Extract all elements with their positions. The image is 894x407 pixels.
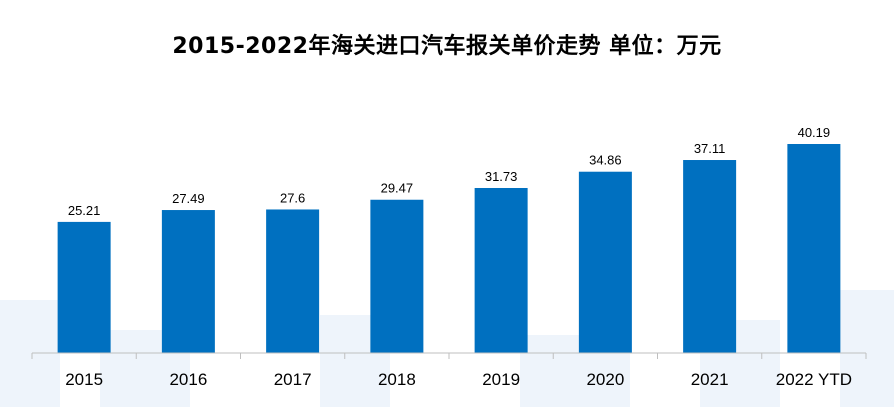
bar: [787, 144, 841, 353]
chart-title: 2015-2022年海关进口汽车报关单价走势 单位：万元: [172, 34, 722, 59]
bar: [57, 221, 111, 353]
x-axis-label: 2015: [65, 370, 103, 389]
bar-value-label: 34.86: [589, 153, 622, 168]
x-axis-label: 2019: [482, 370, 520, 389]
bar-value-label: 37.11: [694, 141, 726, 156]
bar: [266, 209, 320, 353]
x-axis-label: 2020: [586, 370, 624, 389]
bars-group: [57, 144, 841, 353]
x-axis-label: 2017: [274, 370, 312, 389]
x-axis-label: 2021: [691, 370, 729, 389]
bar: [683, 160, 737, 353]
x-axis-ticks: [31, 353, 867, 359]
x-axis-label: 2022 YTD: [776, 370, 852, 389]
background-decoration: [0, 290, 894, 407]
x-axis-label: 2016: [169, 370, 207, 389]
bar: [370, 199, 424, 353]
x-axis-label: 2018: [378, 370, 416, 389]
bar-value-label: 40.19: [798, 125, 831, 140]
value-labels-group: 25.21 27.49 27.6 29.47 31.73 34.86 37.11 40.19: [68, 125, 830, 218]
bar-value-label: 27.49: [172, 191, 205, 206]
bar-value-label: 29.47: [381, 181, 414, 196]
bar: [474, 187, 528, 353]
x-axis-labels: 2015 2016 2017 2018 2019 2020 2021 2022 YTD: [65, 370, 852, 389]
bar: [578, 171, 632, 353]
bar-value-label: 31.73: [485, 169, 518, 184]
bar-value-label: 27.6: [280, 190, 305, 205]
bar-value-label: 25.21: [68, 203, 101, 218]
bar: [161, 210, 215, 353]
